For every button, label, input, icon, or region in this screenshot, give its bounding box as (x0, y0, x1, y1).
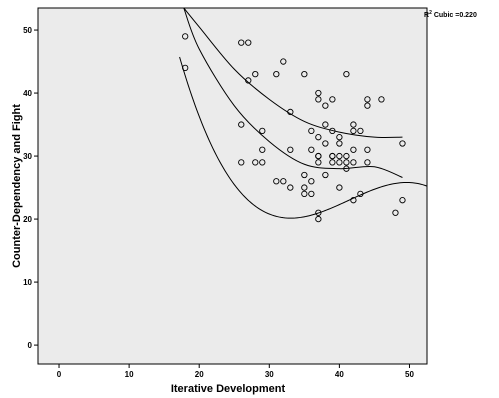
y-tick-label-5: 50 (23, 26, 32, 35)
data-point-42 (329, 159, 336, 166)
data-point-9 (252, 159, 259, 166)
data-point-45 (336, 140, 343, 147)
y-tick-label-2: 20 (23, 215, 32, 224)
data-point-5 (245, 77, 252, 84)
data-point-65 (392, 209, 399, 216)
data-point-7 (259, 127, 266, 135)
data-point-17 (280, 178, 287, 185)
x-tick-label-4: 40 (335, 370, 344, 379)
data-point-23 (308, 190, 315, 198)
data-point-0 (182, 33, 189, 40)
data-point-33 (315, 209, 322, 216)
data-point-35 (322, 102, 329, 109)
data-point-12 (273, 71, 280, 78)
r2-annotation: R2 Cubic =0.220 (424, 10, 477, 19)
y-axis-title: Counter-Dependency and Fight (11, 104, 23, 268)
r2-value: Cubic =0.220 (434, 12, 477, 19)
y-tick-label-4: 40 (23, 89, 32, 98)
data-point-43 (329, 152, 336, 160)
data-point-34 (315, 215, 322, 223)
x-tick-label-0: 0 (57, 370, 62, 379)
x-axis-title: Iterative Development (171, 383, 286, 395)
data-point-53 (350, 121, 357, 128)
data-point-39 (329, 96, 336, 103)
x-tick-label-1: 10 (125, 370, 134, 379)
fit-line (179, 56, 427, 219)
data-point-19 (287, 146, 294, 153)
data-point-48 (336, 184, 343, 191)
data-point-4 (238, 121, 245, 128)
data-point-29 (315, 134, 322, 141)
data-point-10 (259, 159, 266, 166)
data-point-3 (245, 39, 252, 46)
data-point-26 (308, 146, 315, 153)
y-tick-label-0: 0 (28, 341, 33, 350)
data-point-31 (315, 159, 322, 166)
fit-lines (179, 7, 427, 219)
data-point-62 (364, 146, 371, 153)
data-points (182, 33, 406, 223)
r2-symbol: R (424, 12, 429, 19)
data-point-1 (182, 64, 189, 72)
data-point-63 (364, 159, 371, 166)
data-point-21 (301, 190, 308, 198)
plot-frame (37, 7, 428, 365)
data-point-20 (301, 184, 308, 191)
data-point-36 (322, 121, 329, 128)
y-tick-label-3: 30 (23, 152, 32, 161)
x-tick-label-5: 50 (405, 370, 414, 379)
x-tick-label-2: 20 (195, 370, 204, 379)
ci-lower-line (183, 7, 403, 178)
data-point-61 (364, 102, 371, 109)
data-point-60 (364, 96, 371, 103)
data-point-54 (350, 127, 357, 135)
x-axis: 0 10 20 30 40 50 (57, 364, 414, 379)
data-point-66 (399, 140, 406, 147)
data-point-57 (350, 197, 357, 204)
data-point-49 (343, 71, 350, 78)
data-point-11 (259, 146, 266, 153)
data-point-6 (252, 71, 259, 78)
data-point-51 (343, 159, 350, 166)
x-tick-label-3: 30 (265, 370, 274, 379)
data-point-28 (315, 89, 322, 97)
data-point-15 (301, 71, 308, 78)
data-point-24 (308, 178, 315, 185)
data-point-13 (280, 58, 287, 65)
data-point-2 (238, 39, 245, 46)
plot-background (38, 8, 427, 364)
data-point-50 (343, 152, 350, 160)
data-point-18 (287, 184, 294, 191)
data-point-25 (308, 127, 315, 135)
ci-upper-line (183, 7, 403, 139)
data-point-16 (273, 178, 280, 185)
data-point-55 (350, 146, 357, 153)
data-point-14 (287, 108, 294, 116)
data-point-37 (322, 140, 329, 147)
r2-superscript: 2 (429, 10, 432, 16)
data-point-8 (238, 159, 245, 166)
y-axis: 0 10 20 30 40 50 (23, 26, 38, 350)
data-point-47 (336, 159, 343, 166)
data-point-27 (315, 96, 322, 103)
data-point-22 (301, 171, 308, 179)
data-point-40 (329, 127, 336, 135)
data-point-64 (378, 96, 385, 103)
data-point-58 (357, 127, 364, 135)
data-point-59 (357, 190, 364, 198)
data-point-56 (350, 159, 357, 166)
data-point-46 (336, 152, 343, 160)
data-point-52 (343, 165, 350, 172)
y-tick-label-1: 10 (23, 278, 32, 287)
data-point-38 (322, 171, 329, 179)
data-point-44 (336, 134, 343, 141)
data-point-67 (399, 197, 406, 204)
data-point-32 (315, 152, 322, 160)
